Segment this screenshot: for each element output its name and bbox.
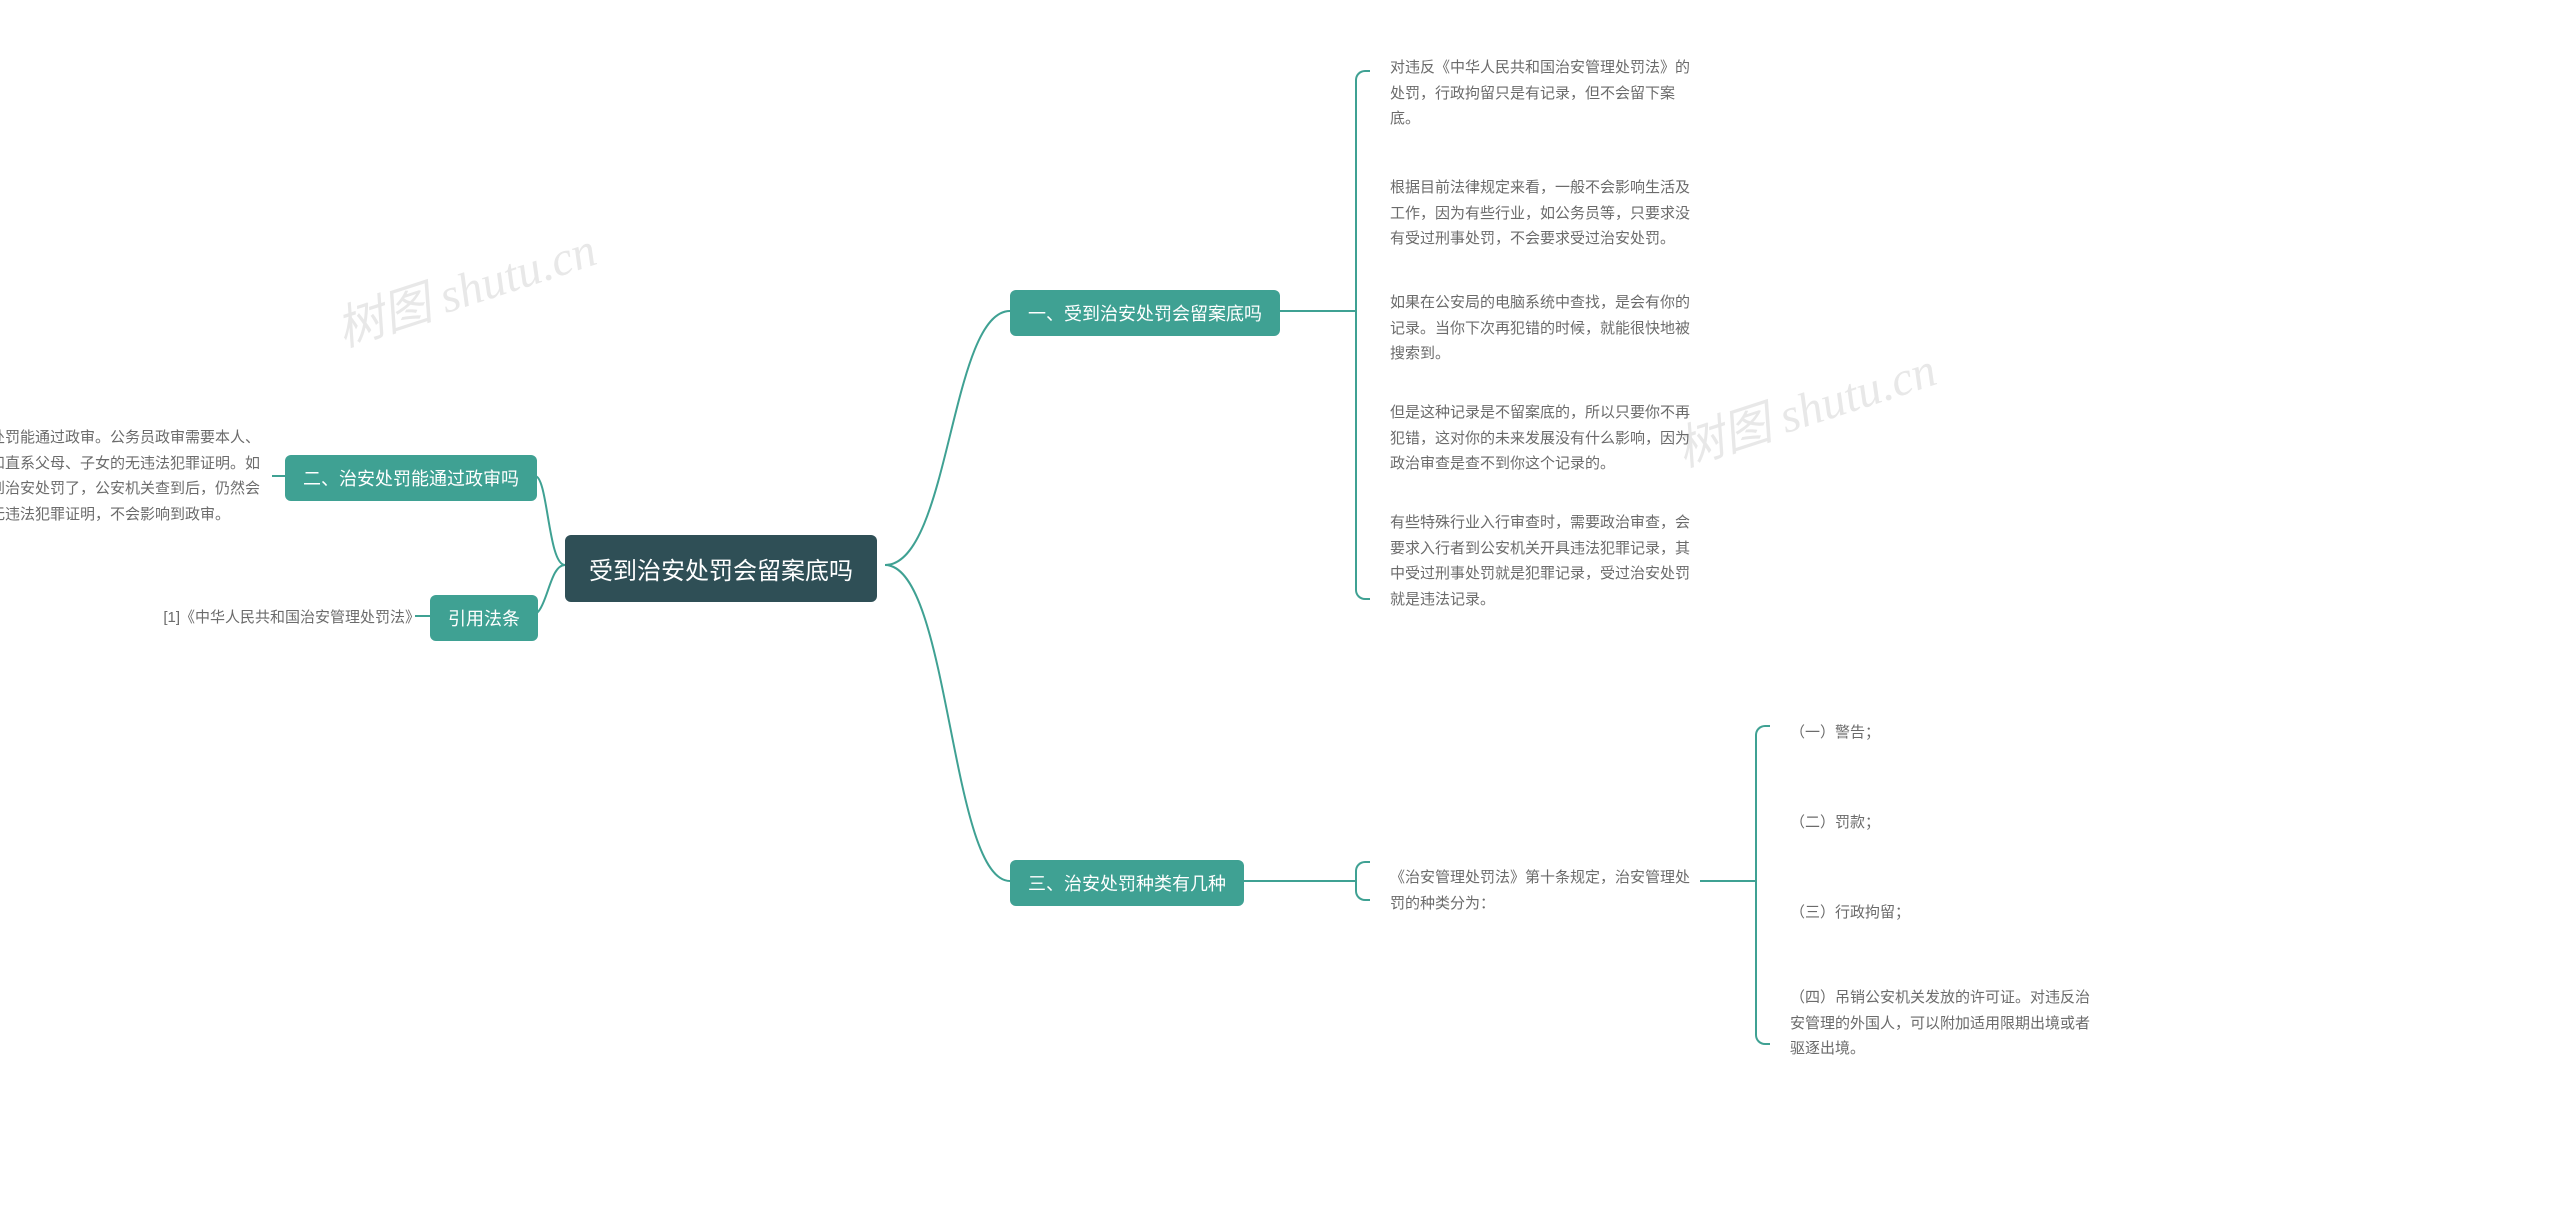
leaf-r1-0: 对违反《中华人民共和国治安管理处罚法》的处罚，行政拘留只是有记录，但不会留下案底… — [1390, 55, 1700, 132]
branch-r1: 一、受到治安处罚会留案底吗 — [1010, 290, 1280, 336]
leaf-r1-3: 但是这种记录是不留案底的，所以只要你不再犯错，这对你的未来发展没有什么影响，因为… — [1390, 400, 1700, 477]
watermark-1: 树图 shutu.cn — [326, 210, 604, 360]
connectors — [0, 0, 2560, 1207]
leaf-r3-0: （一）警告； — [1790, 720, 1880, 746]
bracket-r1 — [1355, 70, 1370, 600]
leaf-r3-3: （四）吊销公安机关发放的许可证。对违反治安管理的外国人，可以附加适用限期出境或者… — [1790, 985, 2100, 1062]
leaf-l2-0: 治安处罚能通过政审。公务员政审需要本人、配偶和直系父母、子女的无违法犯罪证明。如… — [0, 425, 270, 527]
leaf-r1-4: 有些特殊行业入行审查时，需要政治审查，会要求入行者到公安机关开具违法犯罪记录，其… — [1390, 510, 1700, 612]
leaf-r1-2: 如果在公安局的电脑系统中查找，是会有你的记录。当你下次再犯错的时候，就能很快地被… — [1390, 290, 1700, 367]
branch-r3: 三、治安处罚种类有几种 — [1010, 860, 1244, 906]
leaf-r3-2: （三）行政拘留； — [1790, 900, 1910, 926]
leaf-lref-0: [1]《中华人民共和国治安管理处罚法》 — [130, 605, 420, 631]
branch-l2: 二、治安处罚能通过政审吗 — [285, 455, 537, 501]
root-node: 受到治安处罚会留案底吗 — [565, 535, 877, 602]
branch-lref: 引用法条 — [430, 595, 538, 641]
leaf-r1-1: 根据目前法律规定来看，一般不会影响生活及工作，因为有些行业，如公务员等，只要求没… — [1390, 175, 1700, 252]
watermark-2: 树图 shutu.cn — [1666, 330, 1944, 480]
bracket-r3-mid — [1355, 861, 1370, 901]
leaf-r3-mid: 《治安管理处罚法》第十条规定，治安管理处罚的种类分为： — [1390, 865, 1700, 916]
bracket-r3 — [1755, 725, 1770, 1045]
leaf-r3-1: （二）罚款； — [1790, 810, 1880, 836]
